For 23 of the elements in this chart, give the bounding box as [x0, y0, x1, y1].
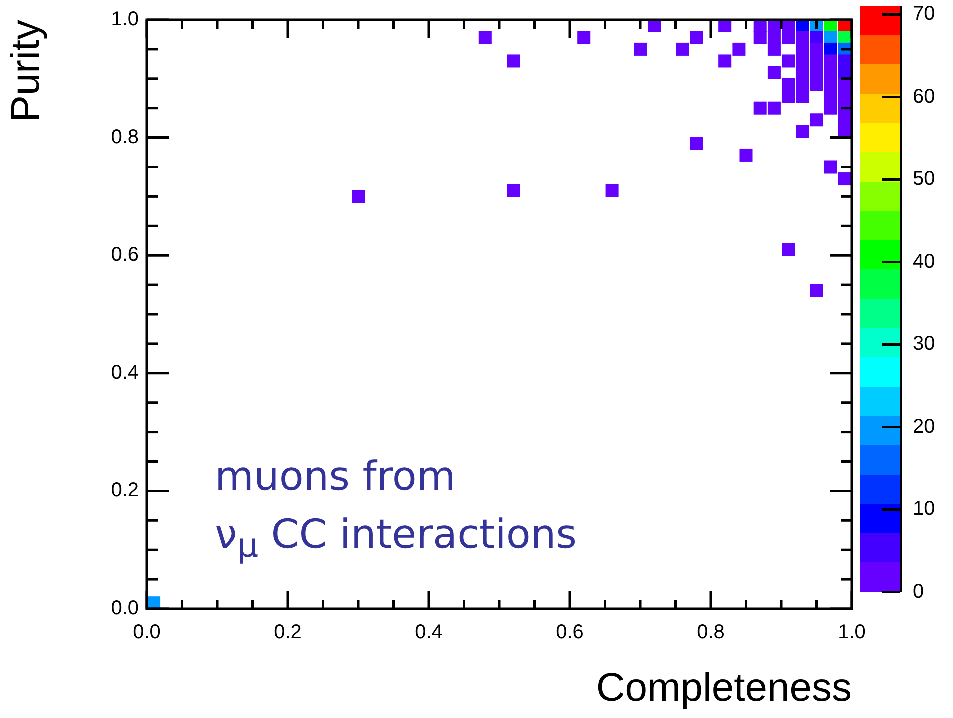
y-tick-label: 1.0 [111, 8, 139, 31]
color-bar-label: 20 [913, 414, 936, 439]
color-bar-label: 10 [913, 497, 936, 522]
y-tick-label: 0.4 [111, 362, 139, 384]
y-tick-label: 0.6 [111, 244, 139, 266]
x-tick-label: 0.0 [133, 622, 161, 644]
annotation: muons from ν$_{μ}$ CC interactions [215, 453, 578, 567]
y-tick-label: 0.8 [111, 126, 139, 148]
y-axis-title: Purity [4, 20, 48, 122]
x-tick-label: 1.0 [838, 622, 866, 644]
x-tick-label: 0.2 [274, 622, 302, 644]
x-tick-label: 0.8 [697, 622, 725, 644]
color-bar-label: 30 [913, 332, 936, 356]
color-bar-label: 70 [913, 2, 936, 26]
y-tick-label: 0.0 [111, 598, 139, 620]
color-bar-label: 0 [913, 580, 924, 604]
x-tick-label: 0.4 [415, 622, 443, 644]
x-axis-title: Completeness [596, 666, 852, 710]
color-bar-label: 50 [913, 167, 936, 192]
color-bar-label: 40 [913, 250, 936, 274]
x-tick-label: 0.6 [556, 622, 584, 644]
y-tick-label: 0.2 [111, 480, 139, 502]
color-bar-label: 60 [913, 84, 936, 109]
